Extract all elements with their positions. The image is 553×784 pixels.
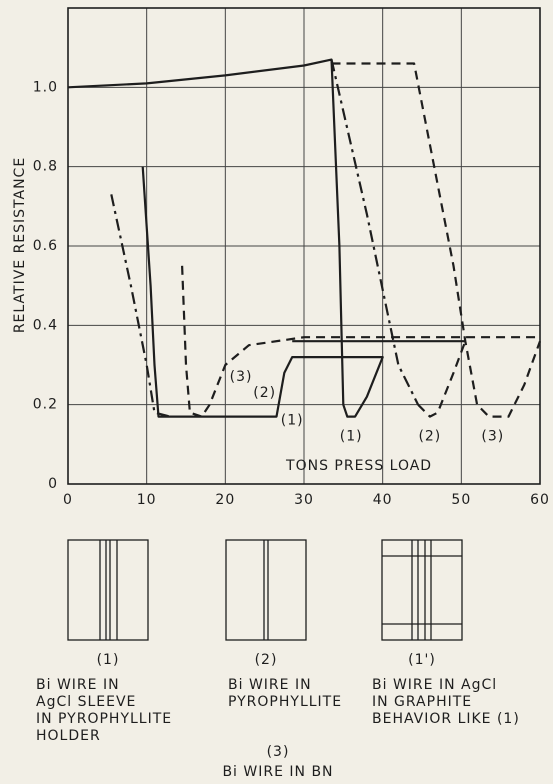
- y-tick-label: 0.2: [33, 397, 58, 413]
- diagram-caption: PYROPHYLLITE: [228, 694, 342, 710]
- curve: [110, 59, 420, 418]
- annotation: (3): [481, 428, 504, 444]
- diagram-label: (1): [97, 652, 120, 668]
- x-tick-label: 30: [294, 492, 314, 508]
- y-axis-label: RELATIVE RESISTANCE: [12, 157, 28, 333]
- annotation: (3): [230, 369, 253, 385]
- diagram-caption: Bi WIRE IN BN: [222, 764, 333, 780]
- x-axis-label: TONS PRESS LOAD: [285, 458, 432, 474]
- diagram-2: [225, 539, 307, 641]
- diagram-caption: AgCl SLEEVE: [36, 694, 136, 710]
- annotation: (2): [418, 428, 441, 444]
- diagram-caption: IN PYROPHYLLITE: [36, 711, 172, 727]
- curve: [181, 62, 542, 418]
- diagram-label: (1'): [408, 652, 436, 668]
- diagram-caption: Bi WIRE IN: [36, 677, 120, 693]
- y-tick-label: 0.4: [33, 317, 58, 333]
- x-tick-label: 50: [451, 492, 471, 508]
- x-tick-label: 10: [137, 492, 157, 508]
- diagram-caption: Bi WIRE IN AgCl: [372, 677, 497, 693]
- x-tick-label: 20: [215, 492, 235, 508]
- diagram-caption: BEHAVIOR LIKE (1): [372, 711, 520, 727]
- x-tick-label: 0: [63, 492, 73, 508]
- diagram-caption: IN GRAPHITE: [372, 694, 472, 710]
- annotation: (2): [253, 385, 276, 401]
- diagram-label: (3): [267, 744, 290, 760]
- diagram-caption: Bi WIRE IN: [228, 677, 312, 693]
- y-tick-label: 0: [48, 476, 58, 492]
- diagram-1: [67, 539, 149, 641]
- diagram-3: [381, 539, 463, 641]
- y-tick-label: 0.6: [33, 238, 58, 254]
- x-tick-label: 60: [530, 492, 550, 508]
- diagram-caption: HOLDER: [36, 728, 101, 744]
- y-tick-label: 1.0: [33, 79, 58, 95]
- plot-frame: [67, 7, 541, 485]
- x-tick-label: 40: [373, 492, 393, 508]
- annotation: (1): [281, 413, 304, 429]
- annotation: (1): [340, 428, 363, 444]
- curve: [67, 58, 384, 418]
- diagram-label: (2): [255, 652, 278, 668]
- y-tick-label: 0.8: [33, 159, 58, 175]
